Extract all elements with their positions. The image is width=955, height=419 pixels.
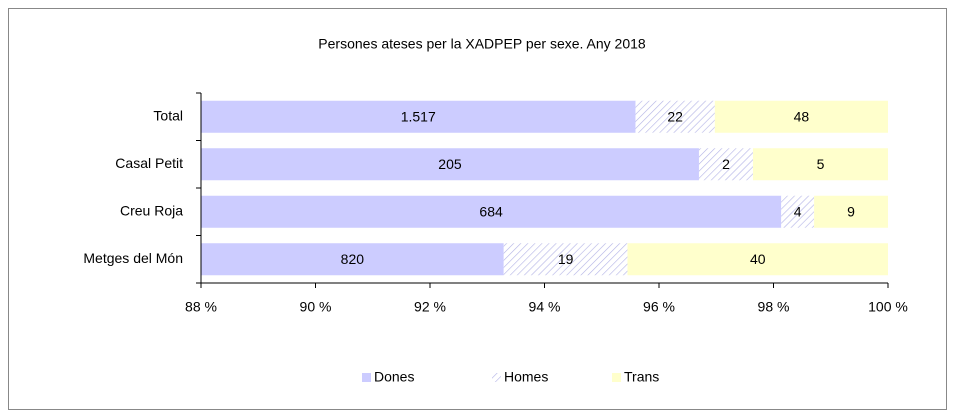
data-label: 4 [794, 203, 802, 219]
data-label: 820 [341, 251, 365, 267]
data-label: 205 [438, 156, 462, 172]
bar-segment [752, 148, 888, 181]
y-tick-label: Creu Roja [120, 202, 183, 218]
x-tick-label: 92 % [414, 299, 446, 315]
legend-label: Dones [374, 369, 414, 385]
bar-segment [201, 148, 699, 181]
y-tick-label: Metges del Món [83, 250, 183, 266]
y-tick-label: Total [153, 107, 183, 123]
x-tick-label: 94 % [529, 299, 561, 315]
data-label: 19 [558, 251, 574, 267]
data-label: 684 [479, 203, 503, 219]
data-label: 1.517 [401, 108, 436, 124]
data-label: 40 [750, 251, 766, 267]
data-label: 22 [667, 108, 683, 124]
x-tick-label: 98 % [758, 299, 790, 315]
x-tick-label: 88 % [185, 299, 217, 315]
bar-segment [635, 100, 715, 133]
bar-segment [714, 100, 888, 133]
bar-segment [503, 243, 628, 276]
data-label: 5 [817, 156, 825, 172]
bar-segment [698, 148, 753, 181]
legend-swatch [492, 373, 501, 382]
plot-area [201, 100, 888, 276]
chart-title: Persones ateses per la XADPEP per sexe. … [318, 36, 646, 52]
bar-segment [201, 243, 504, 276]
legend-swatch [612, 373, 621, 382]
x-tick-label: 90 % [300, 299, 332, 315]
bar-segment [814, 195, 888, 228]
data-label: 48 [794, 108, 810, 124]
bar-segment [201, 195, 782, 228]
data-label: 2 [722, 156, 730, 172]
legend-label: Homes [504, 369, 548, 385]
legend-label: Trans [624, 369, 659, 385]
bar-segment [781, 195, 815, 228]
legend-swatch [362, 373, 371, 382]
x-tick-label: 100 % [868, 299, 908, 315]
bar-segment [627, 243, 888, 276]
bar-segment [201, 100, 636, 133]
x-tick-label: 96 % [643, 299, 675, 315]
y-tick-label: Casal Petit [115, 155, 183, 171]
data-label: 9 [847, 203, 855, 219]
